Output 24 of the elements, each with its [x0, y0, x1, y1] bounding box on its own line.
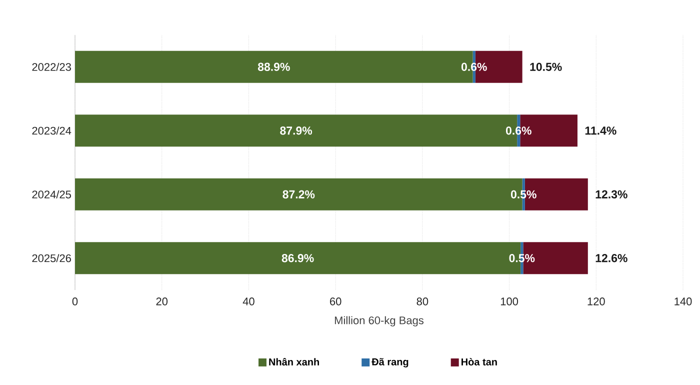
x-tick-label: 20 — [156, 298, 168, 306]
annotation: 87.9% — [280, 126, 312, 135]
y-tick-label: 2023/24 — [32, 126, 72, 135]
x-tick-label: 100 — [500, 298, 518, 306]
x-tick-label: 120 — [588, 298, 605, 306]
annotation: 87.2% — [282, 190, 315, 198]
x-tick-label: 0 — [72, 298, 78, 306]
y-tick-label: 2024/25 — [32, 190, 71, 198]
legend-label: Đã rang — [372, 358, 408, 368]
annotation: 11.4% — [585, 126, 616, 135]
x-tick-label: 40 — [242, 298, 254, 306]
legend-label: Nhân xanh — [269, 358, 319, 366]
x-axis-title: Million 60-kg Bags — [334, 316, 424, 326]
x-tick-label: 60 — [330, 298, 342, 306]
annotation: 86.9% — [282, 254, 314, 262]
y-tick-label: 2022/23 — [32, 62, 71, 71]
annotation: 12.3% — [596, 190, 628, 198]
y-tick-label: 2025/26 — [32, 254, 71, 262]
annotation: 10.5% — [530, 62, 562, 71]
annotation: 88.9% — [258, 62, 290, 71]
legend-label: Hòa tan — [462, 358, 497, 366]
x-tick-label: 140 — [674, 298, 692, 306]
annotation: 12.6% — [596, 254, 628, 262]
x-tick-label: 80 — [416, 298, 428, 306]
